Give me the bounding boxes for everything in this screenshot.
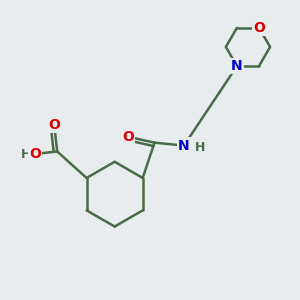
Text: H: H (21, 148, 32, 161)
Text: O: O (48, 118, 60, 132)
Text: O: O (122, 130, 134, 144)
Text: N: N (231, 59, 243, 73)
Text: N: N (178, 139, 190, 153)
Text: O: O (29, 147, 41, 161)
Text: O: O (253, 21, 265, 35)
Text: H: H (195, 141, 205, 154)
